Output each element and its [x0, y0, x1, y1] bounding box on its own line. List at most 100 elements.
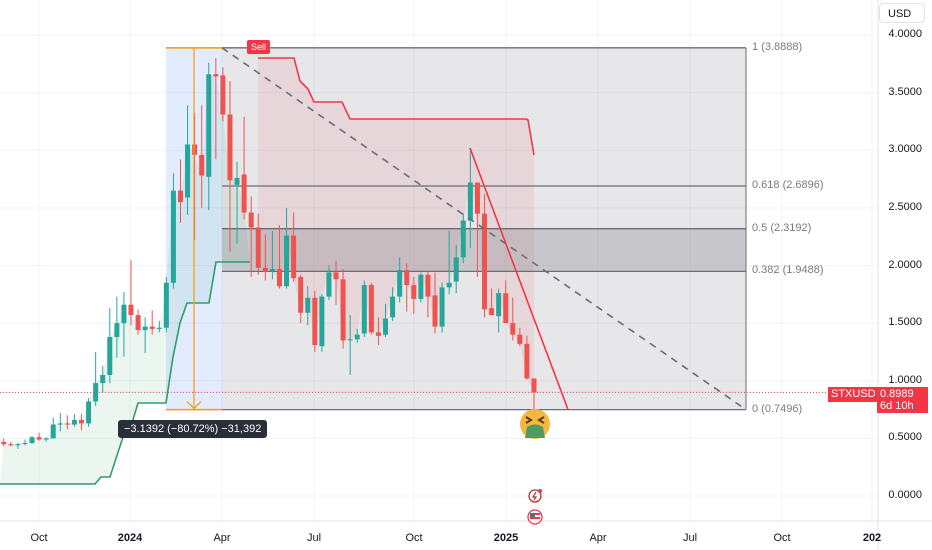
- supertrend-down-line: [258, 57, 535, 156]
- candle-body: [71, 419, 77, 425]
- time-tick-label: 2025: [493, 532, 519, 544]
- candle-body: [347, 339, 353, 341]
- candle-body: [185, 144, 191, 198]
- downtrend-fill: [258, 58, 534, 393]
- candle-body: [248, 212, 254, 228]
- candle-body: [432, 295, 438, 327]
- time-tick-label: 202: [862, 532, 882, 544]
- candle-body: [234, 177, 240, 185]
- candle-body: [354, 334, 360, 340]
- candle-body: [269, 268, 275, 272]
- last-price-label: 0.8989 6d 10h: [877, 387, 928, 413]
- candle-body: [446, 282, 452, 288]
- candle-body: [29, 437, 35, 443]
- candle-body: [79, 419, 85, 424]
- price-tick-label: 0.0000: [888, 489, 922, 501]
- candle-body: [368, 285, 374, 333]
- candle-body: [404, 270, 410, 286]
- candle-body: [276, 268, 282, 287]
- candle-body: [43, 438, 49, 440]
- us-flag-economic-event-icon[interactable]: [527, 509, 543, 525]
- candle-body: [489, 308, 495, 316]
- candle-body: [496, 293, 502, 317]
- candle-body: [383, 318, 389, 335]
- time-tick-label: Apr: [589, 532, 607, 544]
- bar-countdown: 6d 10h: [880, 400, 914, 412]
- candle-body: [135, 315, 141, 331]
- candle-body: [411, 285, 417, 299]
- candle-body: [425, 274, 431, 297]
- candles: [1, 58, 537, 449]
- measure-tooltip: −3.1392 (−80.72%) −31,392: [118, 420, 268, 438]
- candle-body: [163, 282, 169, 328]
- price-tick-label: 3.5000: [888, 85, 922, 98]
- candle-body: [453, 257, 459, 282]
- candle-body: [64, 423, 70, 425]
- price-tick-label: 2.5000: [888, 200, 922, 213]
- time-tick-label: 2024: [117, 532, 143, 544]
- candle-body: [298, 277, 304, 313]
- candle-body: [474, 182, 480, 214]
- candle-body: [241, 174, 247, 213]
- candle-body: [510, 323, 516, 335]
- candle-body: [93, 383, 99, 402]
- price-tick-label: 1.0000: [888, 373, 922, 386]
- price-tick-label: 0.5000: [888, 431, 922, 444]
- candle-body: [50, 424, 56, 439]
- supertrend-up-line: [0, 261, 250, 485]
- time-tick-label: Apr: [213, 532, 231, 544]
- candle-body: [524, 343, 530, 379]
- time-tick-label: Jul: [682, 532, 698, 544]
- candle-body: [107, 336, 113, 375]
- nauseated-face-emoji-icon[interactable]: [520, 409, 550, 439]
- candle-body: [291, 235, 297, 279]
- candle-body: [467, 182, 473, 221]
- candle-body: [397, 270, 403, 297]
- candle-body: [1, 441, 7, 445]
- candle-body: [170, 190, 176, 283]
- candle-body: [22, 442, 28, 445]
- measure-arrowhead-icon: [186, 401, 202, 410]
- candle-body: [333, 272, 339, 280]
- candle-body: [439, 287, 445, 327]
- time-tick-label: Oct: [30, 532, 48, 544]
- candle-body: [177, 190, 183, 203]
- candle-body: [8, 444, 14, 446]
- candle-body: [326, 272, 332, 297]
- time-tick-label: Oct: [773, 532, 791, 544]
- price-tick-label: 4.0000: [888, 28, 922, 40]
- candle-body: [390, 296, 396, 318]
- candle-body: [206, 74, 212, 177]
- candle-body: [375, 332, 381, 336]
- candle-body: [517, 334, 523, 344]
- candle-body: [305, 297, 311, 313]
- price-tick-label: 2.0000: [888, 258, 922, 271]
- candle-body: [86, 401, 92, 424]
- candle-body: [482, 213, 487, 310]
- last-price: 0.8989: [880, 388, 914, 400]
- candle-body: [312, 297, 318, 346]
- candle-body: [262, 267, 268, 272]
- time-tick-label: Oct: [405, 532, 423, 544]
- candle-body: [418, 274, 424, 299]
- lightning-event-icon[interactable]: [528, 489, 542, 503]
- time-tick-label: Jul: [306, 532, 322, 544]
- fib-level-label: 1 (3.8888): [752, 40, 803, 53]
- candle-body: [114, 323, 120, 337]
- candle-body: [284, 235, 290, 287]
- candle-body: [100, 374, 106, 384]
- candle-body: [192, 144, 198, 155]
- candle-body: [460, 220, 466, 258]
- candle-body: [319, 296, 325, 347]
- drawings-foreground: [0, 47, 878, 485]
- candle-body: [340, 279, 346, 341]
- candle-body: [199, 154, 205, 176]
- candle-body: [156, 327, 162, 329]
- fib-trend-dashed-line: [221, 47, 747, 411]
- symbol-label: STXUSD: [828, 387, 879, 402]
- fib-level-label: 0.618 (2.6896): [752, 179, 824, 192]
- candle-body: [57, 423, 63, 425]
- currency-button[interactable]: USD: [879, 3, 925, 23]
- fib-level-label: 0 (0.7496): [752, 402, 803, 415]
